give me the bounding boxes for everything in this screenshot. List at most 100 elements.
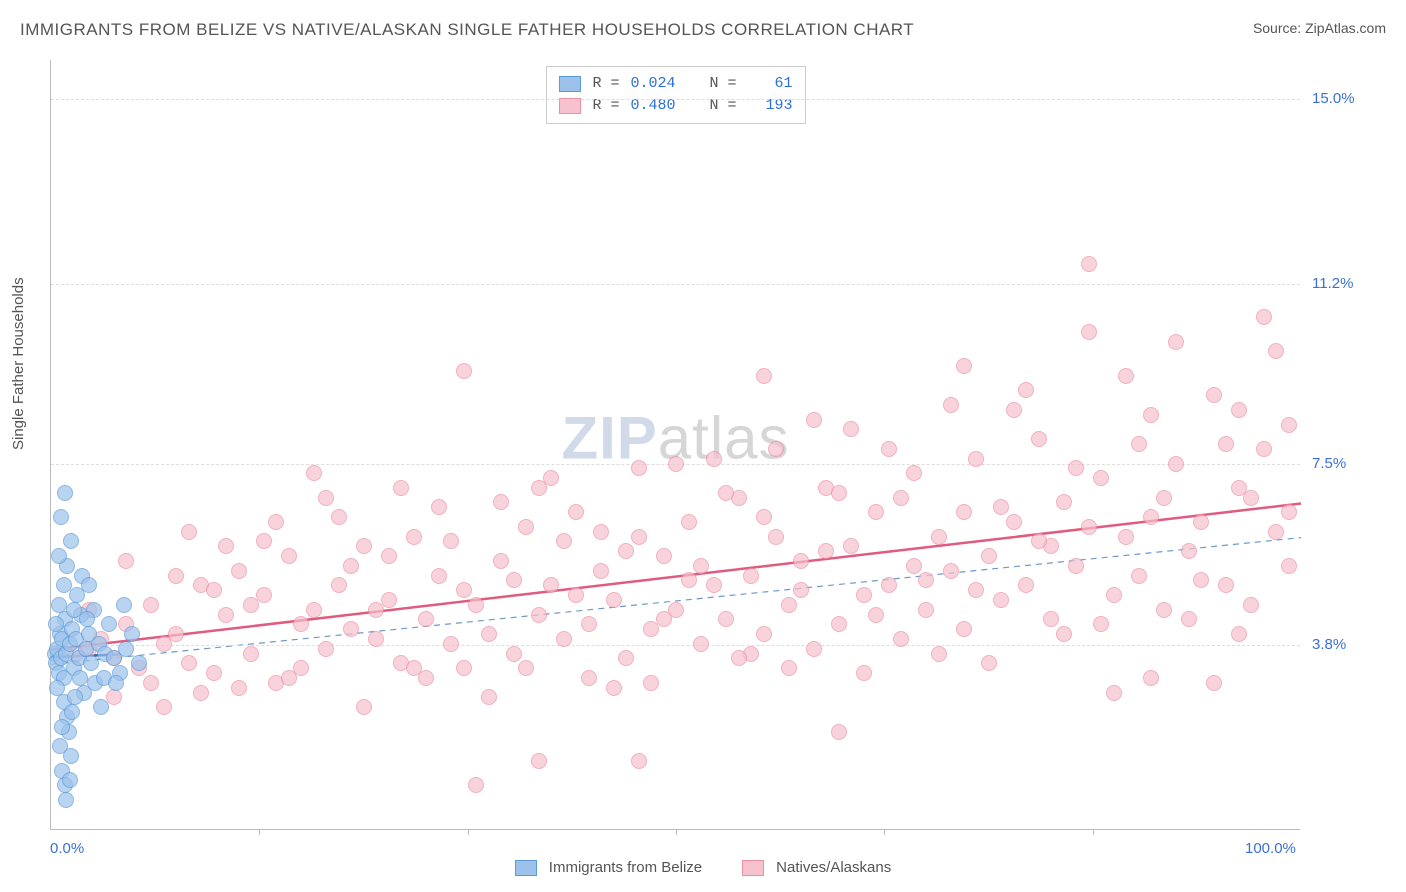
- data-point-belize: [48, 616, 64, 632]
- data-point-natives: [931, 646, 947, 662]
- data-point-natives: [593, 524, 609, 540]
- data-point-natives: [1106, 685, 1122, 701]
- legend: Immigrants from Belize Natives/Alaskans: [0, 859, 1406, 876]
- legend-swatch: [515, 860, 537, 876]
- data-point-natives: [631, 460, 647, 476]
- data-point-natives: [1081, 519, 1097, 535]
- data-point-natives: [918, 602, 934, 618]
- data-point-natives: [1093, 470, 1109, 486]
- data-point-natives: [568, 504, 584, 520]
- data-point-natives: [793, 553, 809, 569]
- data-point-natives: [1118, 368, 1134, 384]
- trend-lines-layer: [51, 60, 1300, 829]
- data-point-natives: [1131, 568, 1147, 584]
- y-tick-label: 15.0%: [1312, 90, 1355, 107]
- chart-title: IMMIGRANTS FROM BELIZE VS NATIVE/ALASKAN…: [20, 20, 914, 40]
- data-point-belize: [101, 616, 117, 632]
- data-point-natives: [856, 665, 872, 681]
- source-link[interactable]: ZipAtlas.com: [1305, 20, 1386, 36]
- data-point-natives: [781, 660, 797, 676]
- stats-n-value: 61: [745, 73, 793, 95]
- x-tick-label: 100.0%: [1245, 840, 1296, 857]
- y-tick-label: 7.5%: [1312, 455, 1346, 472]
- data-point-natives: [343, 558, 359, 574]
- data-point-natives: [1231, 402, 1247, 418]
- data-point-natives: [1218, 436, 1234, 452]
- data-point-natives: [868, 607, 884, 623]
- stats-row-belize: R =0.024 N =61: [558, 73, 792, 95]
- data-point-natives: [531, 753, 547, 769]
- data-point-belize: [57, 485, 73, 501]
- data-point-natives: [1081, 324, 1097, 340]
- data-point-natives: [943, 397, 959, 413]
- data-point-natives: [806, 412, 822, 428]
- data-point-natives: [331, 509, 347, 525]
- legend-label: Natives/Alaskans: [776, 859, 891, 876]
- data-point-belize: [63, 533, 79, 549]
- data-point-natives: [956, 358, 972, 374]
- data-point-natives: [1181, 611, 1197, 627]
- x-tick-label: 0.0%: [50, 840, 84, 857]
- data-point-natives: [806, 641, 822, 657]
- data-point-natives: [543, 577, 559, 593]
- data-point-natives: [1243, 490, 1259, 506]
- data-point-natives: [656, 611, 672, 627]
- data-point-natives: [1168, 334, 1184, 350]
- data-point-belize: [64, 704, 80, 720]
- data-point-natives: [681, 514, 697, 530]
- data-point-natives: [1156, 490, 1172, 506]
- data-point-natives: [1268, 524, 1284, 540]
- data-point-natives: [1056, 626, 1072, 642]
- data-point-natives: [443, 533, 459, 549]
- data-point-natives: [943, 563, 959, 579]
- stats-n-label: N =: [710, 73, 737, 95]
- data-point-natives: [743, 568, 759, 584]
- data-point-natives: [756, 626, 772, 642]
- data-point-belize: [63, 748, 79, 764]
- data-point-natives: [418, 670, 434, 686]
- data-point-natives: [1006, 514, 1022, 530]
- data-point-natives: [1268, 343, 1284, 359]
- data-point-natives: [193, 685, 209, 701]
- source-prefix: Source:: [1253, 20, 1305, 36]
- data-point-natives: [1006, 402, 1022, 418]
- data-point-natives: [1081, 256, 1097, 272]
- data-point-belize: [53, 509, 69, 525]
- data-point-natives: [181, 524, 197, 540]
- data-point-natives: [156, 699, 172, 715]
- data-point-natives: [443, 636, 459, 652]
- data-point-natives: [418, 611, 434, 627]
- data-point-belize: [51, 597, 67, 613]
- data-point-natives: [243, 646, 259, 662]
- correlation-stats-box: R =0.024 N =61R =0.480 N =193: [545, 66, 805, 124]
- data-point-belize: [51, 548, 67, 564]
- data-point-natives: [956, 621, 972, 637]
- data-point-natives: [1256, 309, 1272, 325]
- data-point-natives: [668, 456, 684, 472]
- data-point-natives: [1256, 441, 1272, 457]
- data-point-natives: [1143, 509, 1159, 525]
- data-point-belize: [108, 675, 124, 691]
- data-point-natives: [306, 465, 322, 481]
- data-point-natives: [593, 563, 609, 579]
- data-point-natives: [781, 597, 797, 613]
- data-point-natives: [118, 553, 134, 569]
- data-point-natives: [356, 699, 372, 715]
- data-point-natives: [756, 368, 772, 384]
- data-point-natives: [1168, 456, 1184, 472]
- data-point-natives: [643, 675, 659, 691]
- y-axis-label: Single Father Households: [10, 277, 27, 450]
- data-point-natives: [906, 465, 922, 481]
- data-point-natives: [631, 529, 647, 545]
- data-point-natives: [256, 533, 272, 549]
- data-point-natives: [618, 543, 634, 559]
- data-point-belize: [131, 655, 147, 671]
- source-label: Source: ZipAtlas.com: [1253, 20, 1386, 36]
- legend-item-belize: Immigrants from Belize: [515, 859, 702, 876]
- data-point-natives: [481, 689, 497, 705]
- data-point-natives: [1068, 558, 1084, 574]
- data-point-natives: [1031, 533, 1047, 549]
- gridline-h: [51, 284, 1300, 285]
- data-point-natives: [206, 582, 222, 598]
- data-point-natives: [1218, 577, 1234, 593]
